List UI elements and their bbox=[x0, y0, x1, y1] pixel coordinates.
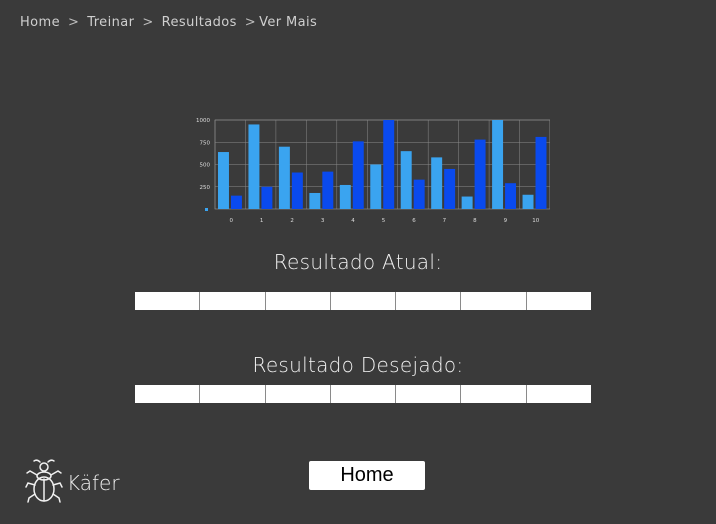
bar-series-2 bbox=[413, 179, 425, 209]
bar-series-2 bbox=[322, 171, 334, 209]
desired-result-cell bbox=[265, 385, 331, 403]
x-tick-label: 10 bbox=[532, 218, 539, 224]
beetle-icon bbox=[25, 458, 63, 508]
bar-series-2 bbox=[505, 183, 517, 209]
y-tick-label: 500 bbox=[200, 163, 211, 169]
bar-series-1 bbox=[400, 151, 412, 209]
desired-result-cell bbox=[461, 385, 527, 403]
bar-series-2 bbox=[535, 136, 547, 209]
breadcrumb-home[interactable]: Home bbox=[20, 15, 60, 30]
current-result-title: Resultado Atual: bbox=[273, 250, 443, 274]
breadcrumb-separator: > bbox=[244, 15, 257, 30]
current-result-cell bbox=[265, 292, 331, 310]
x-tick-label: 3 bbox=[321, 218, 325, 224]
current-result-cell bbox=[330, 292, 397, 310]
bar-series-1 bbox=[431, 157, 443, 209]
y-tick-label: 750 bbox=[200, 140, 211, 146]
bar-series-1 bbox=[248, 124, 260, 209]
bar-series-2 bbox=[444, 168, 456, 209]
bar-series-2 bbox=[291, 172, 303, 209]
x-tick-label: 2 bbox=[290, 218, 294, 224]
y-tick-label: 1000 bbox=[196, 118, 210, 124]
desired-result-cell bbox=[396, 385, 462, 403]
current-result-cell bbox=[461, 292, 527, 310]
bar-series-2 bbox=[230, 195, 242, 209]
x-tick-label: 6 bbox=[412, 218, 416, 224]
bar-series-1 bbox=[309, 192, 321, 209]
breadcrumb-resultados[interactable]: Resultados bbox=[161, 15, 237, 30]
results-chart: 1000 750 500 250 0 1 2 3 4 5 6 7 8 9 10 bbox=[190, 112, 550, 232]
x-tick-label: 4 bbox=[351, 218, 355, 224]
bar-series-1 bbox=[278, 146, 290, 209]
current-result-cells bbox=[135, 292, 591, 310]
logo: Käfer bbox=[25, 458, 120, 508]
bar-series-1 bbox=[522, 194, 534, 209]
bar-series-2 bbox=[261, 186, 273, 209]
current-result-cell bbox=[200, 292, 266, 310]
bar-series-1 bbox=[370, 164, 382, 209]
x-tick-label: 0 bbox=[229, 218, 233, 224]
x-tick-label: 7 bbox=[443, 218, 447, 224]
breadcrumb-separator: > bbox=[68, 15, 80, 30]
home-button[interactable]: Home bbox=[309, 461, 425, 490]
bar-series-1 bbox=[339, 184, 351, 209]
breadcrumb-ver-mais[interactable]: Ver Mais bbox=[259, 15, 318, 30]
desired-result-cell bbox=[200, 385, 266, 403]
breadcrumb-treinar[interactable]: Treinar bbox=[87, 15, 135, 30]
desired-result-cell bbox=[526, 385, 591, 403]
y-zero-marker bbox=[205, 208, 208, 211]
breadcrumb-separator: > bbox=[142, 15, 154, 30]
current-result-cell bbox=[526, 292, 591, 310]
desired-result-cells bbox=[135, 385, 591, 403]
bar-series-1 bbox=[461, 196, 473, 209]
x-tick-label: 8 bbox=[473, 218, 477, 224]
bar-series-2 bbox=[352, 141, 364, 209]
x-tick-label: 1 bbox=[260, 218, 264, 224]
desired-result-title: Resultado Desejado: bbox=[252, 353, 464, 377]
desired-result-cell bbox=[135, 385, 201, 403]
desired-result-cell bbox=[330, 385, 397, 403]
bar-series-1 bbox=[492, 120, 504, 209]
bar-chart-svg: 1000 750 500 250 0 1 2 3 4 5 6 7 8 9 10 bbox=[196, 118, 550, 224]
current-result-cell bbox=[135, 292, 201, 310]
breadcrumb: Home > Treinar > Resultados > Ver Mais bbox=[20, 15, 317, 30]
bar-series-1 bbox=[218, 152, 229, 209]
x-tick-label: 5 bbox=[382, 218, 386, 224]
logo-text: Käfer bbox=[67, 471, 120, 495]
bar-series-2 bbox=[474, 139, 486, 209]
current-result-cell bbox=[396, 292, 462, 310]
bar-series-2 bbox=[383, 120, 395, 209]
x-tick-label: 9 bbox=[504, 218, 508, 224]
y-tick-label: 250 bbox=[200, 185, 211, 191]
